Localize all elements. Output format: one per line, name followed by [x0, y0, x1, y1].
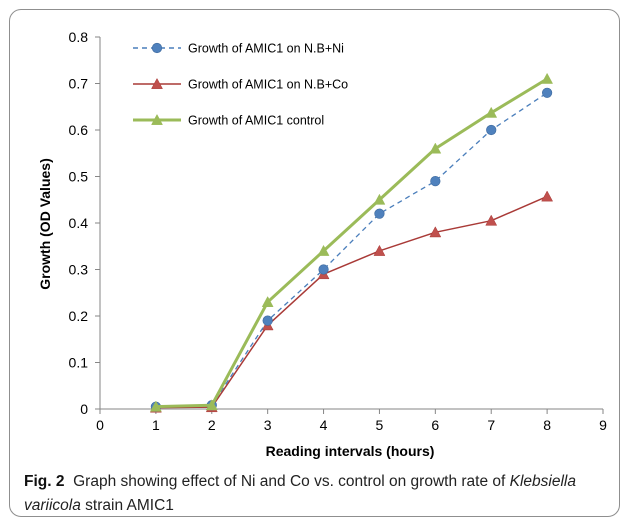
caption-text-end: strain AMIC1: [80, 497, 174, 514]
figure-caption: Fig. 2 Graph showing effect of Ni and Co…: [24, 470, 614, 518]
x-tick-label: 4: [320, 417, 328, 433]
data-point: [541, 190, 554, 202]
x-tick: 7: [487, 409, 495, 433]
caption-text: Graph showing effect of Ni and Co vs. co…: [73, 473, 510, 490]
legend-marker: [151, 113, 163, 125]
y-tick: 0.5: [69, 169, 100, 185]
y-tick-label: 0.6: [69, 122, 89, 138]
x-tick: 9: [599, 409, 607, 433]
data-point: [485, 106, 498, 118]
x-tick-label: 6: [431, 417, 439, 433]
y-tick: 0.6: [69, 122, 100, 138]
x-tick-label: 7: [487, 417, 495, 433]
x-tick-label: 2: [208, 417, 216, 433]
data-point: [373, 244, 386, 256]
data-point: [317, 244, 330, 256]
series-line: [155, 92, 548, 408]
x-tick: 2: [208, 409, 216, 433]
y-tick: 0.8: [69, 29, 100, 45]
chart-series: [149, 72, 554, 413]
y-tick-label: 0: [80, 401, 88, 417]
data-point: [486, 124, 497, 136]
y-tick: 0: [80, 401, 100, 417]
data-point: [261, 296, 274, 307]
x-tick: 4: [320, 409, 328, 433]
x-tick: 6: [431, 409, 439, 433]
x-tick: 1: [152, 409, 160, 433]
series-2: [149, 72, 554, 412]
y-tick: 0.4: [69, 215, 100, 231]
figure-frame: [9, 9, 620, 517]
data-point: [374, 208, 385, 219]
legend-item-2: Growth of AMIC1 control: [133, 114, 324, 128]
y-axis-title: Growth (OD Values): [37, 158, 53, 289]
y-tick-label: 0.3: [69, 262, 89, 278]
y-tick: 0.7: [69, 76, 100, 92]
y-tick-label: 0.8: [69, 29, 89, 45]
y-tick-label: 0.5: [69, 169, 89, 185]
series-line: [155, 195, 548, 409]
caption-species: Klebsiella variicola: [24, 473, 576, 514]
data-point: [541, 72, 554, 84]
y-tick: 0.3: [69, 262, 100, 278]
series-line: [155, 77, 548, 409]
data-point: [429, 226, 442, 238]
y-tick-label: 0.2: [69, 308, 89, 324]
data-point: [430, 176, 441, 187]
legend-marker: [151, 42, 163, 54]
data-point: [542, 87, 553, 98]
data-point: [205, 399, 218, 411]
y-tick-label: 0.4: [69, 215, 89, 231]
y-tick-label: 0.1: [69, 355, 89, 371]
data-point: [149, 400, 162, 412]
legend-marker: [151, 77, 163, 89]
figure-label: Fig. 2: [24, 473, 65, 490]
data-point: [429, 142, 442, 154]
legend-label: Growth of AMIC1 on N.B+Ni: [188, 42, 344, 56]
data-point: [373, 193, 386, 205]
series-0: [150, 87, 553, 412]
x-tick: 0: [96, 409, 104, 433]
y-tick-label: 0.7: [69, 76, 89, 92]
legend-label: Growth of AMIC1 on N.B+Co: [188, 78, 348, 92]
y-tick: 0.1: [69, 355, 100, 371]
x-tick: 3: [264, 409, 272, 433]
x-axis-title: Reading intervals (hours): [266, 443, 435, 459]
legend-label: Growth of AMIC1 control: [188, 114, 324, 128]
data-point: [318, 264, 329, 275]
legend-item-1: Growth of AMIC1 on N.B+Co: [133, 78, 348, 92]
data-point: [262, 315, 273, 326]
y-tick: 0.2: [69, 308, 100, 324]
x-tick-label: 9: [599, 417, 607, 433]
chart-axes: 0 0.1 0.2 0.3 0.4 0.5 0.6 0.7 0.8 0 1 2 3 4 5 6 7 8 9: [69, 29, 608, 433]
x-tick-label: 3: [264, 417, 272, 433]
x-tick: 5: [376, 409, 384, 433]
x-tick-label: 8: [543, 417, 551, 433]
x-tick-label: 1: [152, 417, 160, 433]
legend-item-0: Growth of AMIC1 on N.B+Ni: [133, 42, 344, 56]
x-tick-label: 0: [96, 417, 104, 433]
chart-legend: Growth of AMIC1 on N.B+Ni Growth of AMIC1…: [133, 42, 348, 128]
x-tick: 8: [543, 409, 551, 433]
data-point: [485, 214, 498, 226]
x-tick-label: 5: [376, 417, 384, 433]
